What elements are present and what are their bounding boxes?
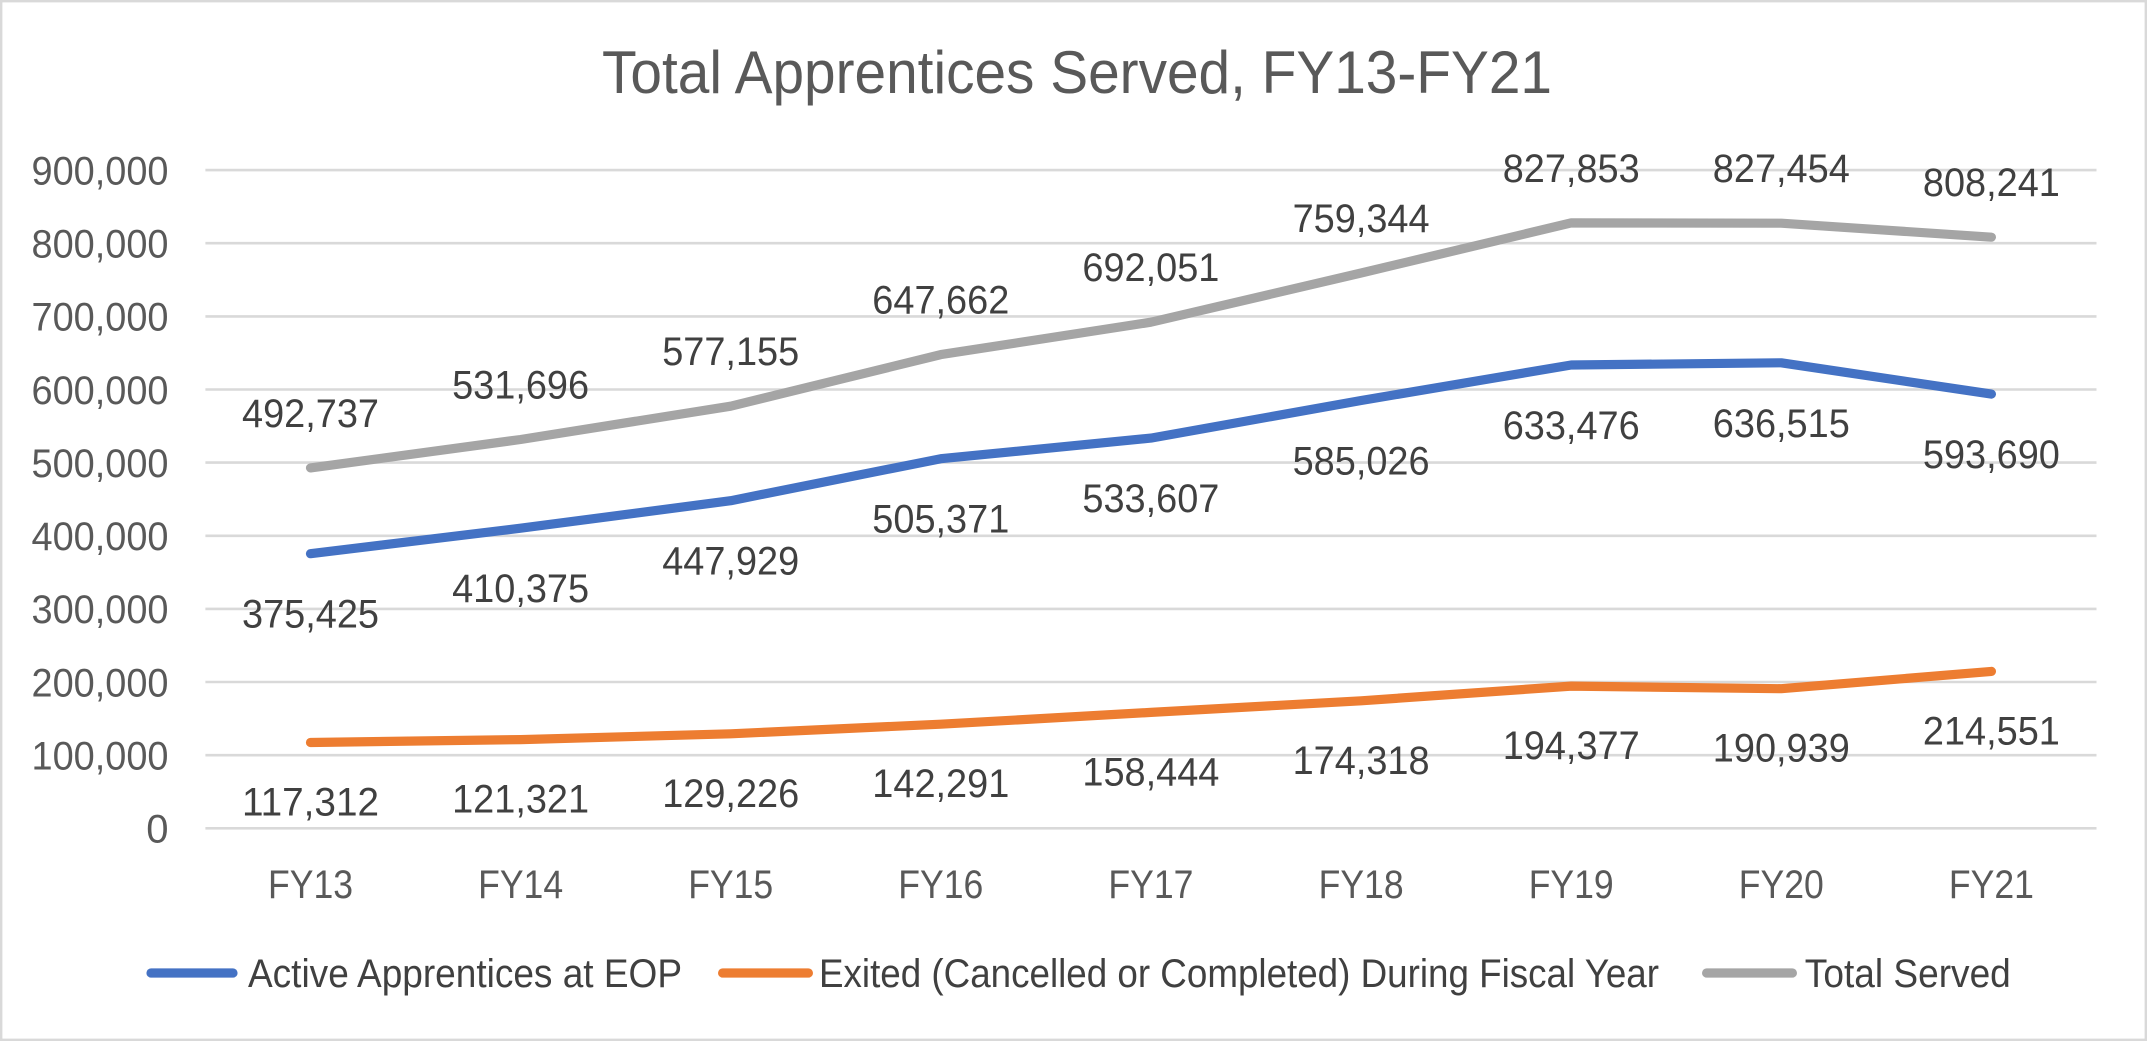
svg-text:585,026: 585,026	[1293, 440, 1430, 484]
svg-text:214,551: 214,551	[1923, 709, 2060, 753]
svg-text:FY15: FY15	[688, 863, 773, 907]
svg-text:800,000: 800,000	[32, 223, 169, 267]
svg-text:FY19: FY19	[1529, 863, 1614, 907]
svg-text:531,696: 531,696	[452, 364, 589, 408]
svg-text:200,000: 200,000	[32, 661, 169, 705]
svg-text:142,291: 142,291	[872, 762, 1009, 806]
svg-text:827,853: 827,853	[1503, 147, 1640, 191]
svg-text:647,662: 647,662	[872, 279, 1009, 323]
svg-text:FY13: FY13	[268, 863, 353, 907]
svg-text:808,241: 808,241	[1923, 161, 2060, 205]
svg-text:117,312: 117,312	[242, 781, 379, 825]
svg-text:600,000: 600,000	[32, 369, 169, 413]
svg-text:FY17: FY17	[1108, 863, 1193, 907]
svg-text:FY18: FY18	[1319, 863, 1404, 907]
svg-text:410,375: 410,375	[452, 567, 589, 611]
svg-text:158,444: 158,444	[1082, 750, 1219, 794]
svg-text:533,607: 533,607	[1082, 477, 1219, 521]
svg-text:505,371: 505,371	[872, 498, 1009, 542]
svg-text:FY14: FY14	[478, 863, 563, 907]
svg-text:492,737: 492,737	[242, 392, 379, 436]
svg-text:700,000: 700,000	[32, 296, 169, 340]
svg-text:577,155: 577,155	[662, 330, 799, 374]
svg-text:174,318: 174,318	[1293, 739, 1430, 783]
svg-text:FY20: FY20	[1739, 863, 1824, 907]
svg-text:Total Served: Total Served	[1805, 952, 2011, 996]
svg-text:0: 0	[146, 808, 168, 852]
svg-text:Exited (Cancelled or Completed: Exited (Cancelled or Completed) During F…	[819, 952, 1659, 996]
svg-text:190,939: 190,939	[1713, 727, 1850, 771]
svg-text:194,377: 194,377	[1503, 724, 1640, 768]
svg-text:100,000: 100,000	[32, 735, 169, 779]
svg-text:633,476: 633,476	[1503, 404, 1640, 448]
svg-text:FY16: FY16	[898, 863, 983, 907]
svg-text:692,051: 692,051	[1082, 246, 1219, 290]
svg-text:593,690: 593,690	[1923, 433, 2060, 477]
svg-text:300,000: 300,000	[32, 588, 169, 632]
svg-text:500,000: 500,000	[32, 442, 169, 486]
svg-text:375,425: 375,425	[242, 593, 379, 637]
svg-text:759,344: 759,344	[1293, 197, 1430, 241]
svg-text:Active Apprentices at EOP: Active Apprentices at EOP	[248, 952, 682, 996]
svg-text:129,226: 129,226	[662, 772, 799, 816]
svg-text:827,454: 827,454	[1713, 147, 1850, 191]
svg-text:121,321: 121,321	[452, 778, 589, 822]
svg-text:Total Apprentices Served, FY13: Total Apprentices Served, FY13-FY21	[602, 39, 1552, 106]
svg-text:447,929: 447,929	[662, 540, 799, 584]
svg-text:900,000: 900,000	[32, 149, 169, 193]
svg-text:400,000: 400,000	[32, 515, 169, 559]
svg-text:636,515: 636,515	[1713, 402, 1850, 446]
svg-text:FY21: FY21	[1949, 863, 2034, 907]
